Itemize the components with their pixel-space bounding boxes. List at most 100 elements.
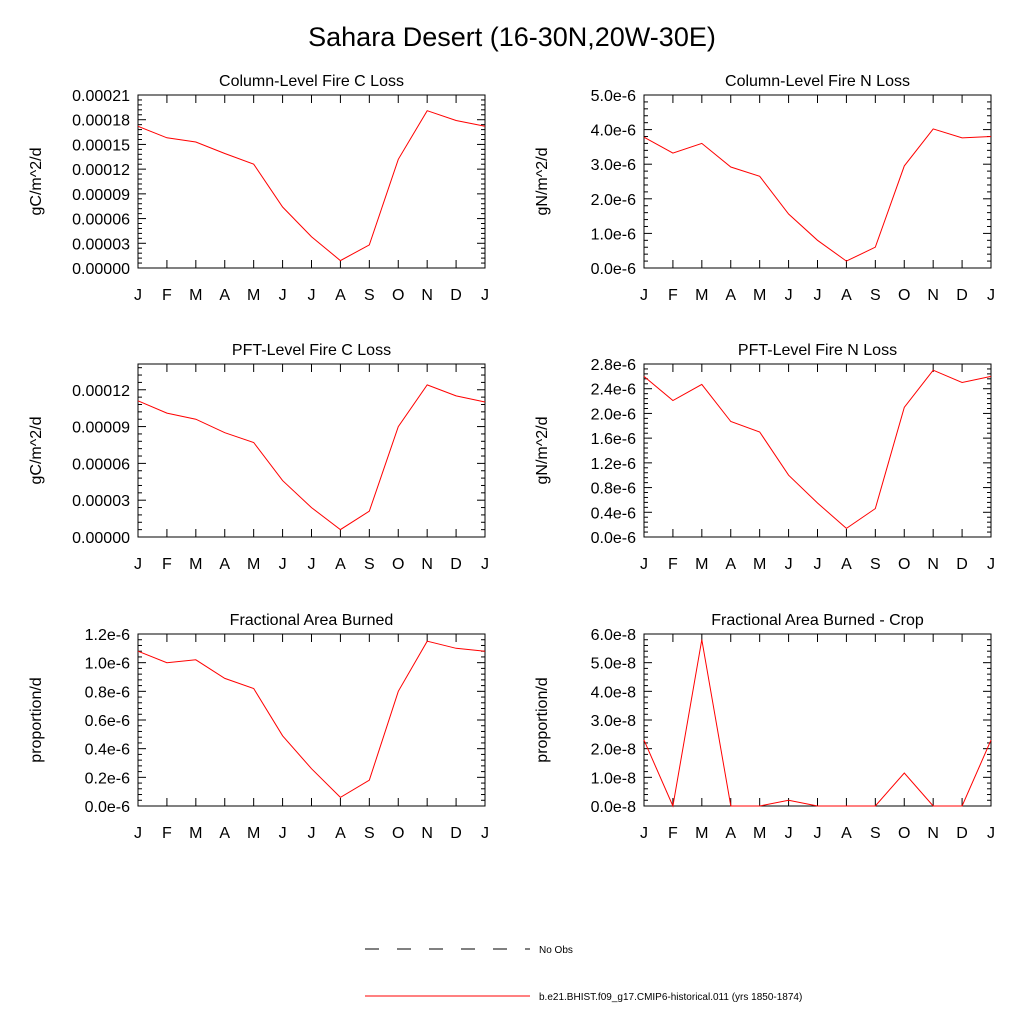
y-tick-label: 1.0e-8	[591, 770, 636, 787]
x-tick-label: F	[162, 556, 172, 573]
x-tick-label: J	[640, 287, 648, 304]
x-tick-label: M	[753, 556, 766, 573]
y-axis-label: gN/m^2/d	[534, 417, 551, 485]
chart-panel-5: Fractional Area Burned proportion/d 0.0e-6…	[28, 612, 489, 842]
y-tick-label: 2.0e-8	[591, 742, 636, 759]
y-tick-label: 0.0e-6	[591, 530, 636, 547]
y-tick-label: 1.2e-6	[85, 627, 130, 644]
x-tick-label: A	[725, 825, 736, 842]
x-tick-label: O	[392, 556, 404, 573]
x-tick-label: J	[308, 556, 316, 573]
x-tick-label: O	[392, 825, 404, 842]
x-tick-label: J	[481, 287, 489, 304]
x-tick-label: S	[870, 287, 881, 304]
x-tick-label: M	[247, 825, 260, 842]
x-tick-label: D	[956, 825, 968, 842]
y-tick-label: 0.00006	[72, 212, 130, 229]
x-tick-label: M	[753, 825, 766, 842]
plot-frame	[643, 633, 992, 807]
y-tick-label: 2.0e-6	[591, 406, 636, 423]
plot-frame	[643, 94, 992, 269]
y-tick-label: 0.00000	[72, 530, 130, 547]
x-tick-label: M	[189, 287, 202, 304]
y-tick-label: 0.0e-6	[85, 799, 130, 816]
x-tick-label: J	[279, 825, 287, 842]
x-tick-label: A	[335, 287, 346, 304]
y-axis-label: proportion/d	[28, 677, 45, 762]
chart-panel-3: PFT-Level Fire C Loss gC/m^2/d 0.00000 0.00…	[28, 342, 489, 573]
plot-frame	[643, 363, 992, 538]
y-tick-label: 1.0e-6	[85, 656, 130, 673]
x-tick-label: M	[753, 287, 766, 304]
y-tick-label: 0.6e-6	[85, 713, 130, 730]
x-tick-label: A	[219, 287, 230, 304]
y-tick-label: 0.00000	[72, 261, 130, 278]
x-tick-label: F	[668, 825, 678, 842]
x-tick-label: D	[956, 556, 968, 573]
series-line	[643, 639, 992, 808]
plot-frame	[137, 94, 486, 269]
x-tick-label: J	[279, 287, 287, 304]
x-tick-label: A	[841, 825, 852, 842]
x-tick-label: N	[927, 556, 939, 573]
y-tick-label: 0.8e-6	[591, 481, 636, 498]
x-tick-label: O	[898, 287, 910, 304]
x-tick-label: M	[189, 825, 202, 842]
x-tick-label: J	[640, 825, 648, 842]
series-line	[643, 128, 992, 262]
x-tick-label: M	[247, 287, 260, 304]
chart-title: Fractional Area Burned - Crop	[711, 612, 924, 629]
x-tick-label: D	[450, 287, 462, 304]
y-tick-label: 1.0e-6	[591, 226, 636, 243]
chart-panel-4: PFT-Level Fire N Loss gN/m^2/d 0.0e-6 0.4e-…	[534, 342, 995, 573]
x-tick-label: N	[927, 825, 939, 842]
x-tick-label: A	[841, 287, 852, 304]
y-tick-label: 3.0e-6	[591, 157, 636, 174]
x-tick-label: J	[134, 825, 142, 842]
x-tick-label: N	[927, 287, 939, 304]
y-tick-label: 4.0e-6	[591, 123, 636, 140]
y-tick-label: 1.2e-6	[591, 456, 636, 473]
x-tick-label: J	[481, 825, 489, 842]
y-tick-label: 5.0e-8	[591, 656, 636, 673]
chart-title: Column-Level Fire C Loss	[219, 73, 404, 90]
x-tick-label: J	[814, 287, 822, 304]
y-tick-label: 0.0e-6	[591, 261, 636, 278]
y-axis-label: gN/m^2/d	[534, 148, 551, 216]
chart-title: Column-Level Fire N Loss	[725, 73, 910, 90]
y-tick-label: 0.8e-6	[85, 684, 130, 701]
y-axis-label: gC/m^2/d	[28, 417, 45, 485]
x-tick-label: J	[785, 825, 793, 842]
series-line	[137, 110, 486, 262]
chart-panel-1: Column-Level Fire C Loss gC/m^2/d 0.00000 0…	[28, 73, 489, 304]
x-tick-label: M	[695, 825, 708, 842]
x-tick-label: F	[668, 287, 678, 304]
x-tick-label: D	[956, 287, 968, 304]
y-tick-label: 3.0e-8	[591, 713, 636, 730]
y-axis-label: proportion/d	[534, 677, 551, 762]
y-tick-label: 0.00003	[72, 236, 130, 253]
x-tick-label: J	[987, 287, 995, 304]
y-tick-label: 5.0e-6	[591, 88, 636, 105]
y-tick-label: 0.00003	[72, 493, 130, 510]
series-line	[643, 369, 992, 530]
x-tick-label: J	[785, 556, 793, 573]
x-tick-label: N	[421, 825, 433, 842]
x-tick-label: F	[162, 825, 172, 842]
x-tick-label: A	[335, 556, 346, 573]
y-tick-label: 2.4e-6	[591, 382, 636, 399]
x-tick-label: J	[134, 556, 142, 573]
series-line	[137, 384, 486, 531]
x-tick-label: A	[335, 825, 346, 842]
x-tick-label: A	[219, 825, 230, 842]
x-tick-label: N	[421, 287, 433, 304]
x-tick-label: A	[725, 287, 736, 304]
page-title: Sahara Desert (16-30N,20W-30E)	[308, 22, 716, 52]
x-tick-label: J	[987, 556, 995, 573]
y-tick-label: 0.0e-8	[591, 799, 636, 816]
x-tick-label: J	[279, 556, 287, 573]
x-tick-label: M	[189, 556, 202, 573]
y-tick-label: 2.0e-6	[591, 192, 636, 209]
x-tick-label: M	[247, 556, 260, 573]
chart-panel-2: Column-Level Fire N Loss gN/m^2/d 0.0e-6 1.…	[534, 73, 995, 304]
